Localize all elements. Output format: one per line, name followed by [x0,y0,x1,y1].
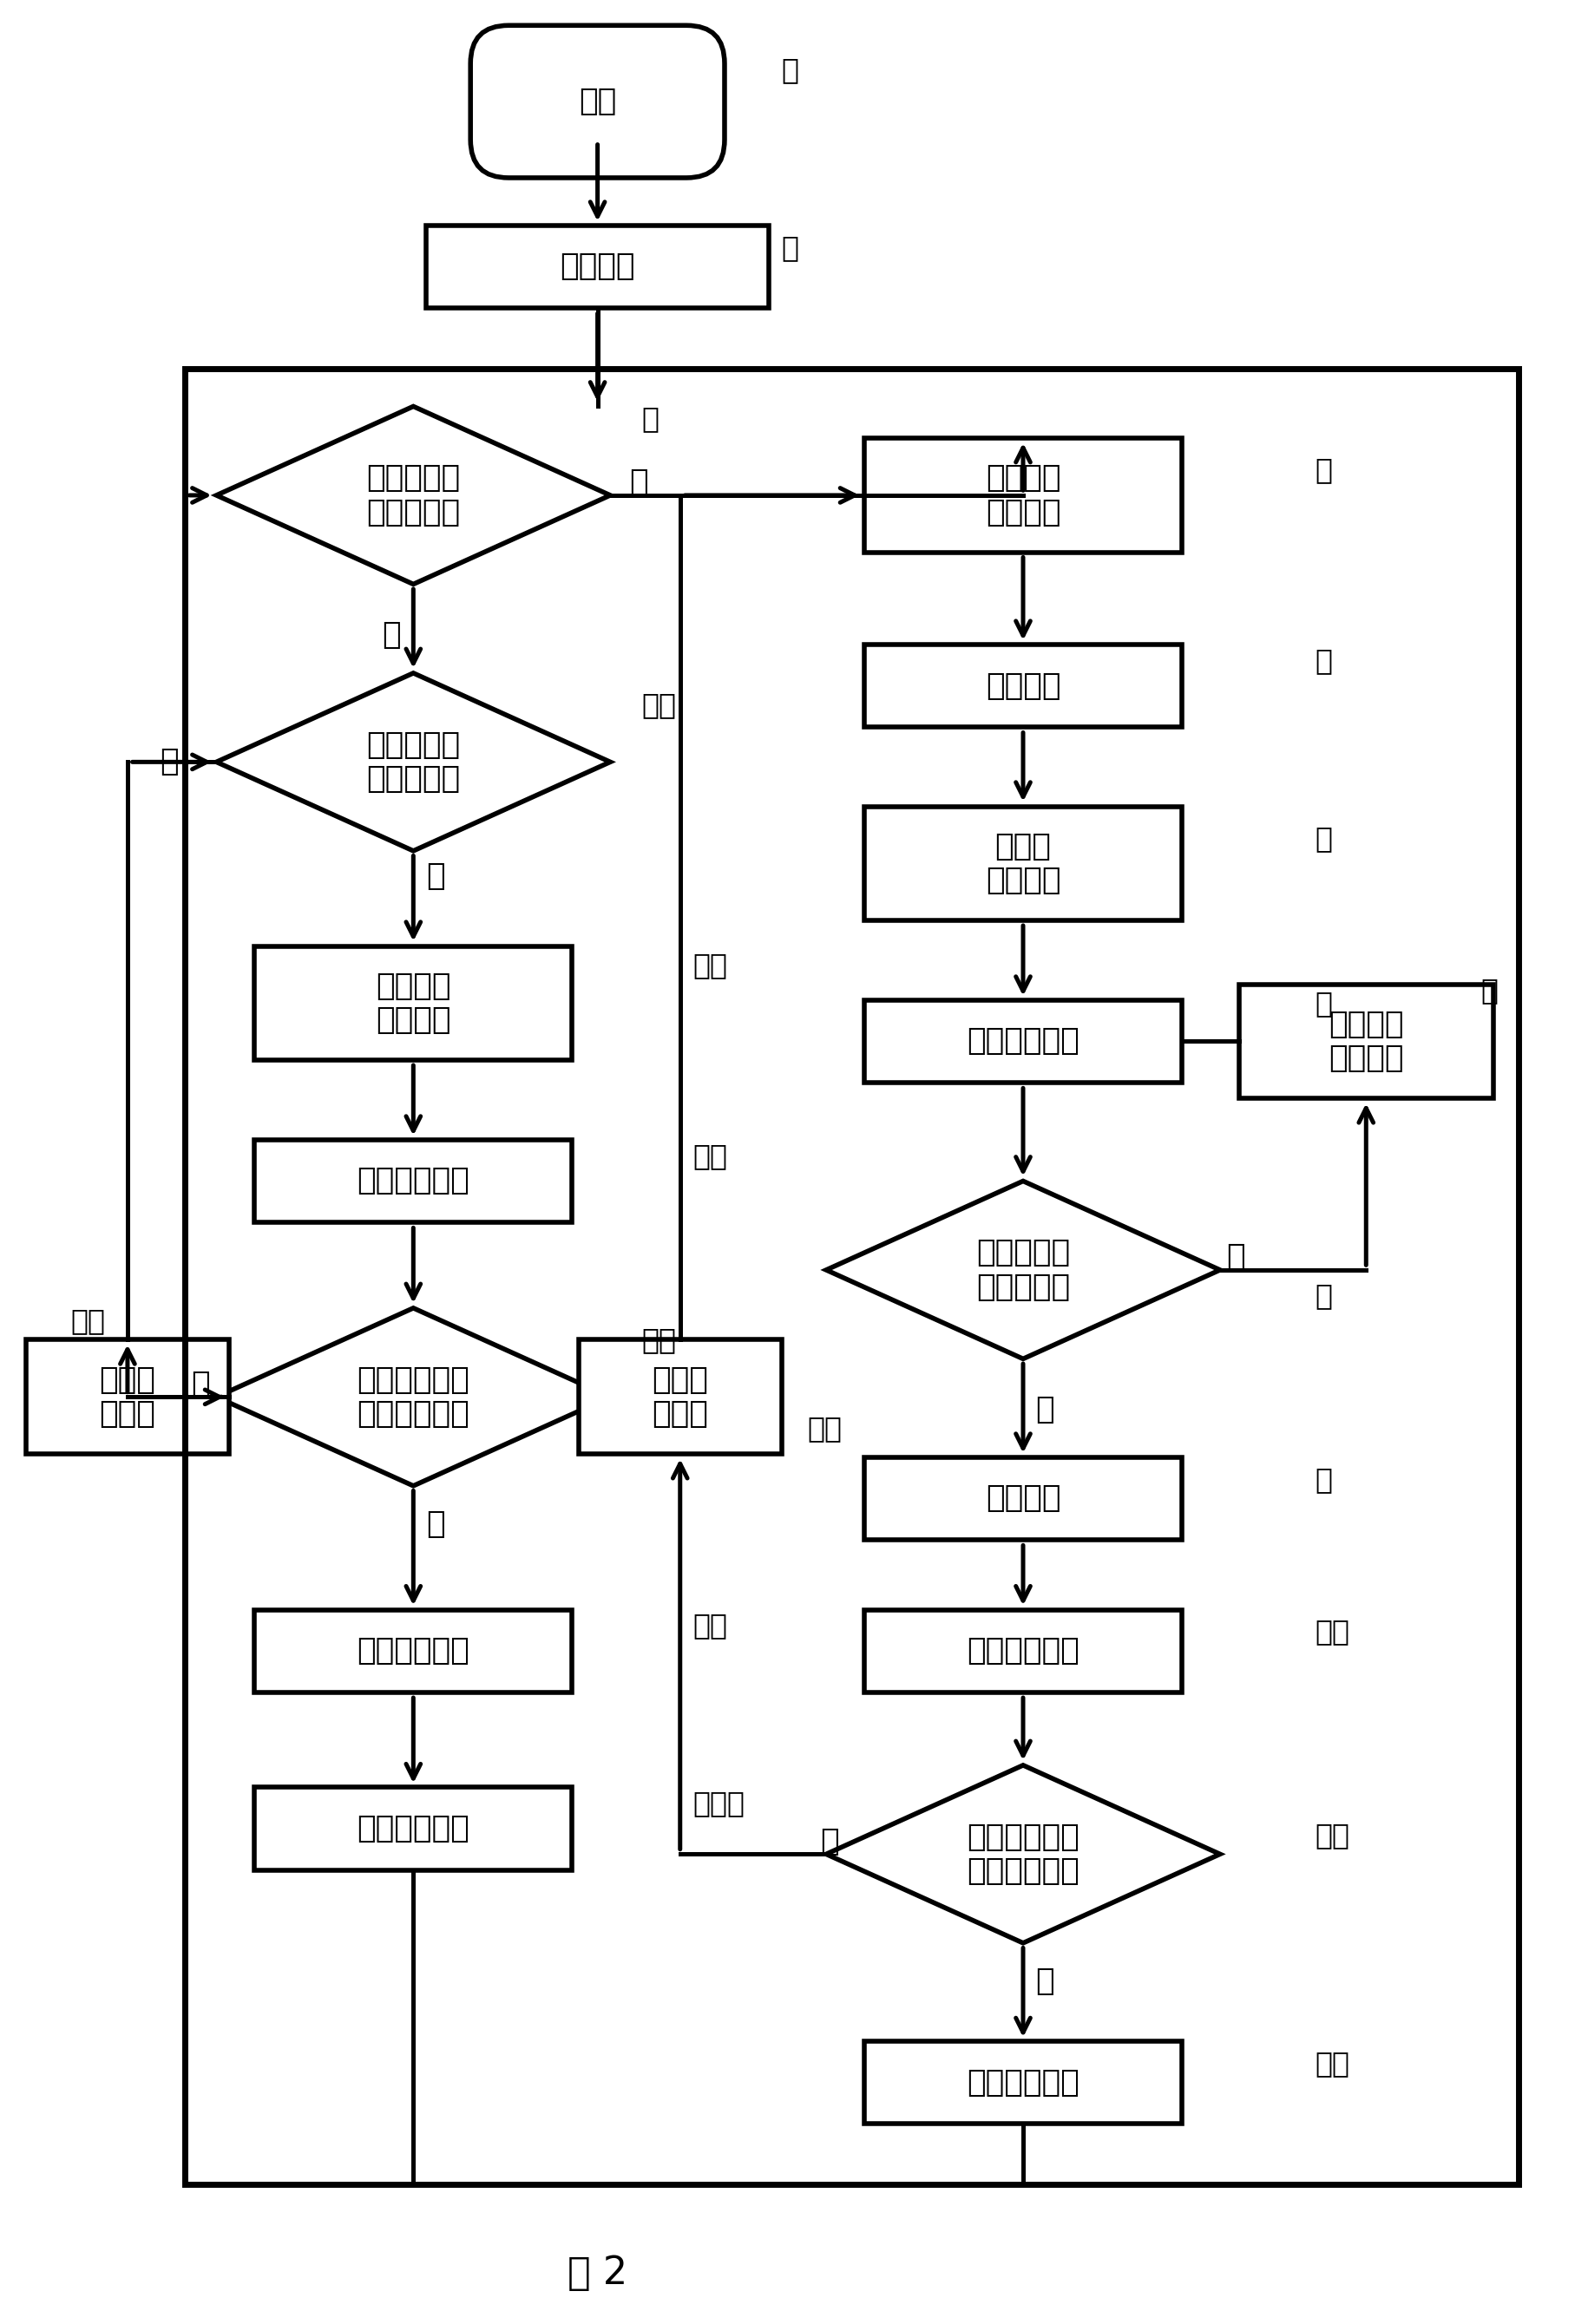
Text: 是: 是 [426,1508,445,1538]
Text: 否: 否 [1226,1243,1245,1271]
Text: 八: 八 [1315,1281,1332,1311]
Text: 否: 否 [191,1369,210,1399]
Text: 计算油脂酸价: 计算油脂酸价 [966,1636,1078,1666]
FancyBboxPatch shape [470,26,724,179]
Bar [864,1611,1181,1692]
Text: 五: 五 [1315,646,1332,674]
Text: 输出酸价结果: 输出酸价结果 [966,2068,1078,2099]
Text: 六: 六 [1315,823,1332,853]
Text: 参数设定: 参数设定 [559,251,635,281]
Text: 否: 否 [381,621,400,651]
Text: 十三: 十三 [807,1415,842,1443]
Text: 加入试剂: 加入试剂 [985,672,1061,700]
Polygon shape [826,1766,1220,1943]
Polygon shape [826,1181,1220,1360]
Text: 十一: 十一 [1315,1618,1350,1645]
Text: 判断是否开
始色泽检测: 判断是否开 始色泽检测 [367,730,461,795]
Text: 三: 三 [642,404,659,432]
Text: 十五: 十五 [642,690,676,718]
Text: 七: 七 [1315,990,1332,1018]
Text: 图 2: 图 2 [567,2254,627,2291]
Polygon shape [216,674,610,851]
Text: 判断是否是第
二次检测色泽: 判断是否是第 二次检测色泽 [357,1364,470,1429]
Bar [184,367,1518,2185]
Text: 输出色泽结果: 输出色泽结果 [357,1815,470,1843]
Text: 采集酸价
检测油样: 采集酸价 检测油样 [985,462,1061,528]
Text: 判断是否达
到终点颜色: 判断是否达 到终点颜色 [975,1239,1069,1301]
Text: 判断是否是第
二次检测酸价: 判断是否是第 二次检测酸价 [966,1822,1078,1887]
Bar [864,439,1181,553]
Text: 是: 是 [1035,1966,1054,1996]
Polygon shape [216,407,610,583]
Text: 是: 是 [426,862,445,890]
Bar [578,1341,781,1455]
Bar [1239,983,1493,1099]
Bar [864,2040,1181,2124]
Text: 否: 否 [819,1827,838,1857]
Text: 二: 二 [781,232,799,263]
Text: 十: 十 [1315,1464,1332,1494]
Text: 十六: 十六 [692,951,727,978]
Text: 第一次
滴定溶液: 第一次 滴定溶液 [985,832,1061,895]
Polygon shape [216,1308,610,1485]
Text: 采集色泽
检测油样: 采集色泽 检测油样 [376,971,451,1034]
Bar [864,644,1181,727]
Bar [864,1457,1181,1541]
Text: 色泽数据对比: 色泽数据对比 [357,1636,470,1666]
Text: 十二: 十二 [1315,1820,1350,1850]
Bar [864,999,1181,1083]
Bar [864,806,1181,920]
Bar [426,225,769,309]
Text: 停止滴定: 停止滴定 [985,1483,1061,1513]
Text: 二十一: 二十一 [692,1789,745,1817]
Text: 九: 九 [1480,976,1497,1004]
Text: 否: 否 [159,748,178,776]
Text: 一: 一 [781,56,799,84]
Text: 四: 四 [1315,456,1332,483]
Text: 再次微量
滴定溶液: 再次微量 滴定溶液 [1328,1009,1402,1074]
Text: 十四: 十四 [1315,2050,1350,2078]
Text: 油脂色泽分析: 油脂色泽分析 [357,1167,470,1197]
Text: 是: 是 [1035,1394,1054,1425]
Bar [254,946,572,1060]
Text: 是: 是 [629,467,648,497]
Text: 启动: 启动 [578,86,616,116]
Text: 排除色
泽油样: 排除色 泽油样 [100,1364,156,1429]
Bar [254,1139,572,1222]
Text: 图像采集分析: 图像采集分析 [966,1027,1078,1055]
Text: 二十: 二十 [692,1611,727,1641]
Text: 十九: 十九 [70,1306,105,1334]
Text: 排除酸
价油样: 排除酸 价油样 [651,1364,708,1429]
Bar [254,1787,572,1871]
Text: 判断是否开
始酸价检测: 判断是否开 始酸价检测 [367,462,461,528]
Text: 十八: 十八 [642,1325,676,1355]
Bar [254,1611,572,1692]
Text: 十七: 十七 [692,1141,727,1169]
Bar [25,1341,229,1455]
